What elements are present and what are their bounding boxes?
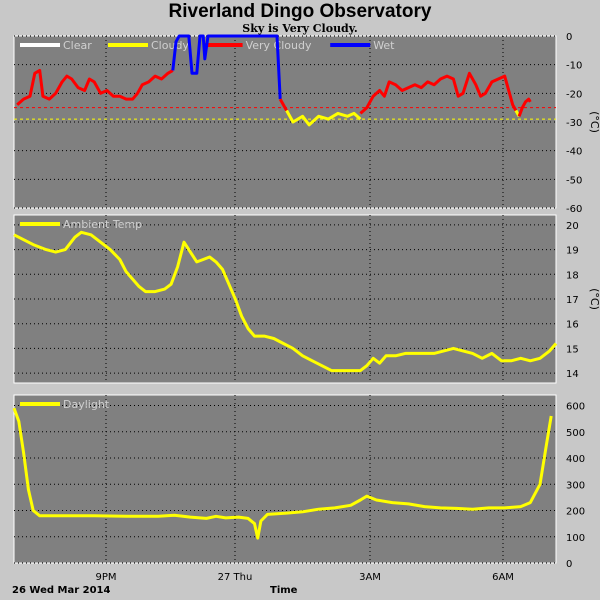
y-tick-label: 300 bbox=[566, 480, 585, 491]
x-axis-label: Time bbox=[270, 585, 298, 596]
y-tick-label: -30 bbox=[566, 118, 582, 129]
series-line-ambient-temp bbox=[13, 230, 558, 373]
y-tick-label: 17 bbox=[566, 295, 579, 306]
date-label: 26 Wed Mar 2014 bbox=[12, 585, 111, 596]
legend-label: Ambient Temp bbox=[63, 218, 142, 231]
sky-temp-segment-wet bbox=[171, 34, 282, 100]
x-tick-label: 9PM bbox=[95, 572, 116, 583]
y-tick-label: 100 bbox=[566, 533, 585, 544]
y-tick-label: 18 bbox=[566, 270, 579, 281]
y-tick-label: 0 bbox=[566, 32, 572, 43]
y-tick-label: 200 bbox=[566, 507, 585, 518]
y-unit-label: (°C) bbox=[588, 111, 600, 133]
y-tick-label: -20 bbox=[566, 89, 582, 100]
series-line-daylight bbox=[12, 407, 553, 540]
y-tick-label: 14 bbox=[566, 369, 579, 380]
x-tick-label: 27 Thu bbox=[218, 572, 253, 583]
y-tick-label: -50 bbox=[566, 175, 582, 186]
y-tick-label: -10 bbox=[566, 61, 582, 72]
legend-label: Cloudy bbox=[151, 39, 189, 52]
page-title: Riverland Dingo Observatory bbox=[168, 1, 432, 22]
y-tick-label: -40 bbox=[566, 147, 582, 158]
y-tick-label: 20 bbox=[566, 221, 579, 232]
y-tick-label: 15 bbox=[566, 344, 579, 355]
panel-2-background bbox=[13, 214, 557, 384]
sky-status-subtitle: Sky is Very Cloudy. bbox=[242, 22, 358, 35]
legend-label: Wet bbox=[373, 39, 395, 52]
panel-1-background bbox=[13, 35, 557, 209]
sky-temp-segment-cloudy bbox=[285, 109, 362, 127]
legend-label: Clear bbox=[63, 39, 92, 52]
y-tick-label: 500 bbox=[566, 428, 585, 439]
x-tick-label: 6AM bbox=[492, 572, 514, 583]
sky-temp-segment-very-cloudy bbox=[278, 98, 288, 112]
sky-temp-segment-very-cloudy bbox=[359, 71, 518, 115]
y-tick-label: 0 bbox=[566, 559, 572, 570]
y-tick-label: 16 bbox=[566, 320, 579, 331]
y-tick-label: 19 bbox=[566, 246, 579, 257]
y-unit-label: (°C) bbox=[588, 288, 600, 310]
sky-temp-segment-very-cloudy bbox=[517, 97, 532, 117]
x-tick-label: 3AM bbox=[359, 572, 381, 583]
y-tick-label: 400 bbox=[566, 454, 585, 465]
sky-temp-segment-very-cloudy bbox=[16, 68, 174, 106]
y-tick-label: 600 bbox=[566, 402, 585, 413]
legend-label: Daylight bbox=[63, 398, 110, 411]
y-tick-label: -60 bbox=[566, 204, 582, 215]
panel-3-background bbox=[13, 394, 557, 564]
